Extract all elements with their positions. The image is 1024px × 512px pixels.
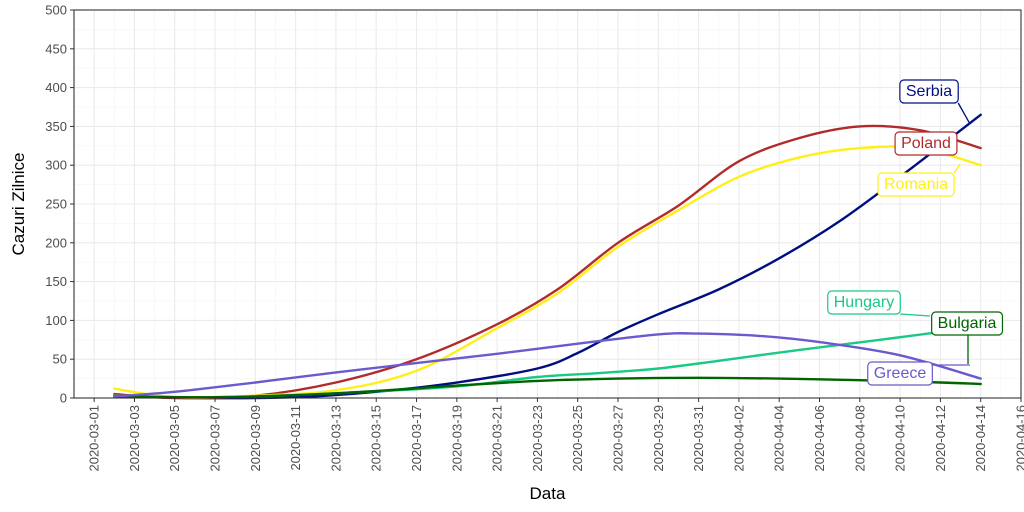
- panel-border: [73, 9, 1022, 399]
- series-line-bulgaria: [113, 376, 982, 399]
- y-tick-label: 100: [45, 313, 67, 328]
- x-tick-label: 2020-03-03: [127, 405, 142, 472]
- x-tick-label: 2020-04-08: [852, 405, 867, 472]
- y-tick-label: 200: [45, 235, 67, 250]
- x-tick-label: 2020-03-27: [611, 405, 626, 472]
- label-leader-line: [957, 102, 971, 125]
- x-tick-label: 2020-04-06: [812, 405, 827, 472]
- x-tick-label: 2020-04-12: [933, 405, 948, 472]
- x-tick-label: 2020-04-10: [893, 405, 908, 472]
- series-lines: [113, 113, 982, 400]
- x-tick-label: 2020-03-05: [167, 405, 182, 472]
- x-tick-label: 2020-03-23: [530, 405, 545, 472]
- label-leader-line: [953, 163, 961, 174]
- label-box: [931, 311, 1004, 336]
- x-tick-label: 2020-03-07: [208, 405, 223, 472]
- x-tick-label: 2020-03-09: [248, 405, 263, 472]
- series-label-text: Greece: [874, 365, 927, 382]
- series-label-hungary: Hungary: [827, 290, 931, 317]
- y-tick-label: 50: [53, 352, 67, 367]
- x-tick-label: 2020-03-11: [288, 405, 303, 471]
- series-label-serbia: Serbia: [899, 79, 971, 125]
- x-tick-label: 2020-03-31: [691, 405, 706, 472]
- axes: 0 50 100 150 200 250 300 350 400 450 500 2020-03-01…: [45, 3, 1024, 472]
- x-tick-label: 2020-03-25: [570, 405, 585, 472]
- x-tick-label: 2020-03-13: [328, 405, 343, 472]
- x-axis-title: Data: [530, 484, 566, 503]
- y-tick-label: 300: [45, 158, 67, 173]
- label-box: [867, 361, 933, 386]
- label-box: [877, 172, 955, 197]
- y-tick-label: 150: [45, 274, 67, 289]
- series-label-text: Hungary: [834, 294, 894, 311]
- y-tick-label: 350: [45, 119, 67, 134]
- series-label-poland: Poland: [894, 131, 958, 156]
- x-tick-label: 2020-03-01: [87, 405, 102, 472]
- y-tick-label: 450: [45, 41, 67, 56]
- label-box: [894, 131, 958, 156]
- series-line-greece: [113, 332, 982, 398]
- x-tick-label: 2020-03-17: [409, 405, 424, 472]
- x-tick-label: 2020-04-14: [973, 405, 988, 472]
- label-leader-line: [900, 313, 931, 317]
- x-tick-label: 2020-04-04: [772, 405, 787, 472]
- x-tick-label: 2020-03-19: [449, 405, 464, 472]
- x-tick-label: 2020-03-29: [651, 405, 666, 472]
- x-tick-label: 2020-03-15: [369, 405, 384, 472]
- series-label-text: Poland: [901, 135, 951, 152]
- series-label-greece: Greece: [867, 361, 970, 386]
- x-tick-label: 2020-03-21: [490, 405, 505, 472]
- series-label-text: Bulgaria: [938, 315, 997, 332]
- y-tick-label: 400: [45, 80, 67, 95]
- label-box: [827, 290, 901, 315]
- y-tick-label: 250: [45, 197, 67, 212]
- x-tick-label: 2020-04-16: [1014, 405, 1024, 472]
- series-line-serbia: [113, 113, 982, 400]
- series-labels: Serbia Poland Romania Hungary Bulgaria Greece: [827, 79, 1004, 386]
- y-tick-label: 500: [45, 3, 67, 18]
- series-line-hungary: [113, 325, 982, 399]
- series-label-text: Romania: [884, 176, 948, 193]
- series-label-bulgaria: Bulgaria: [931, 311, 1004, 364]
- x-tick-label: 2020-04-02: [731, 405, 746, 472]
- y-tick-label: 0: [60, 391, 67, 406]
- label-box: [899, 79, 959, 104]
- series-label-text: Serbia: [906, 83, 952, 100]
- grid: [74, 9, 1022, 399]
- series-label-romania: Romania: [877, 163, 961, 197]
- series-line-romania: [113, 145, 982, 399]
- y-axis-title: Cazuri Zilnice: [9, 153, 28, 256]
